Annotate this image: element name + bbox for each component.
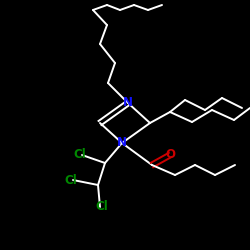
- Text: N: N: [117, 136, 127, 149]
- Text: Cl: Cl: [74, 148, 86, 162]
- Text: Cl: Cl: [96, 200, 108, 213]
- Text: Cl: Cl: [64, 174, 78, 186]
- Text: O: O: [165, 148, 175, 162]
- Text: N: N: [123, 96, 133, 110]
